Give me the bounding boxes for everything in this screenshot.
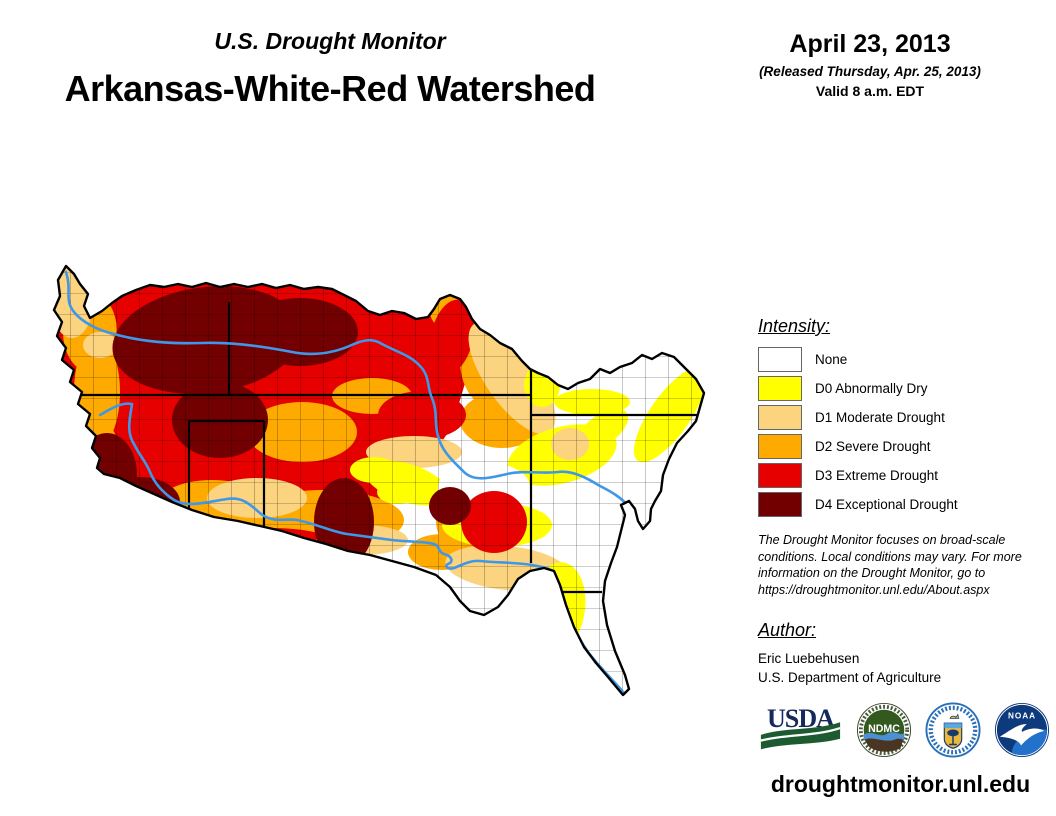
legend-label: D2 Severe Drought (815, 438, 931, 454)
report-supertitle: U.S. Drought Monitor (214, 28, 446, 54)
legend: None D0 Abnormally Dry D1 Moderate Droug… (758, 346, 1050, 517)
sidebar: Intensity: None D0 Abnormally Dry D1 Mod… (758, 316, 1050, 798)
legend-swatch-d2 (758, 433, 802, 459)
legend-swatch-d4 (758, 491, 802, 517)
legend-item-d0: D0 Abnormally Dry (758, 375, 1050, 401)
date-block: April 23, 2013 (Released Thursday, Apr. … (730, 30, 1010, 99)
legend-label: D4 Exceptional Drought (815, 496, 958, 512)
author-org: U.S. Department of Agriculture (758, 670, 942, 685)
map-date: April 23, 2013 (789, 30, 951, 58)
legend-item-d1: D1 Moderate Drought (758, 404, 1050, 430)
legend-heading: Intensity: (758, 316, 831, 336)
usda-logo: USDA (760, 704, 841, 750)
legend-item-d4: D4 Exceptional Drought (758, 491, 1050, 517)
drought-map (52, 264, 706, 697)
svg-text:NDMC: NDMC (868, 723, 900, 735)
legend-swatch-d3 (758, 462, 802, 488)
author-name: Eric Luebehusen (758, 651, 860, 666)
svg-text:NOAA: NOAA (1008, 711, 1036, 720)
disclaimer-text: The Drought Monitor focuses on broad-sca… (758, 533, 1022, 597)
legend-label: D0 Abnormally Dry (815, 380, 928, 396)
legend-item-none: None (758, 346, 1050, 372)
valid-time: Valid 8 a.m. EDT (815, 83, 925, 99)
arkansas-river (64, 270, 642, 528)
legend-label: D1 Moderate Drought (815, 409, 945, 425)
author-block: Author: Eric Luebehusen U.S. Department … (758, 620, 1050, 685)
site-url: droughtmonitor.unl.edu (770, 771, 1031, 797)
legend-swatch-none (758, 346, 802, 372)
release-date: (Released Thursday, Apr. 25, 2013) (759, 64, 981, 79)
page-title: Arkansas-White-Red Watershed (64, 68, 596, 109)
legend-swatch-d0 (758, 375, 802, 401)
commerce-seal-logo (925, 702, 981, 758)
legend-label: None (815, 351, 848, 367)
ndmc-logo: NDMC (856, 702, 912, 758)
legend-item-d3: D3 Extreme Drought (758, 462, 1050, 488)
legend-label: D3 Extreme Drought (815, 467, 939, 483)
logos-row: USDA NDMC (758, 701, 1050, 759)
noaa-logo: NOAA (994, 702, 1050, 758)
legend-item-d2: D2 Severe Drought (758, 433, 1050, 459)
author-heading: Author: (758, 620, 817, 640)
drought-shading (54, 266, 704, 695)
legend-swatch-d1 (758, 404, 802, 430)
